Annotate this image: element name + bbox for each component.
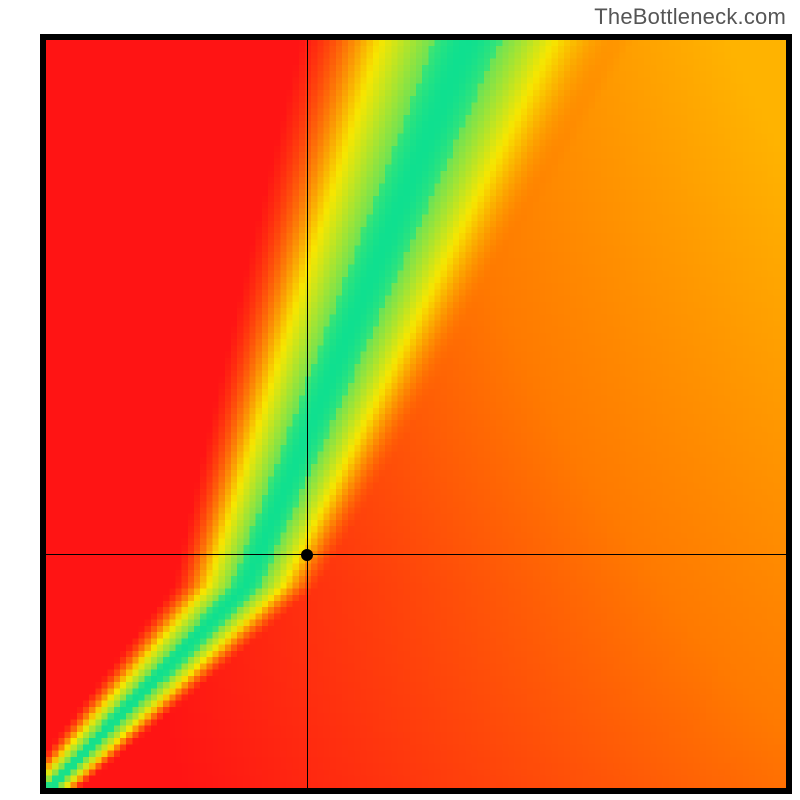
plot-area	[46, 40, 786, 788]
root-container: TheBottleneck.com	[0, 0, 800, 800]
crosshair-vertical	[307, 40, 308, 788]
plot-frame	[40, 34, 792, 794]
attribution-text: TheBottleneck.com	[594, 4, 786, 30]
marker-dot	[301, 549, 313, 561]
heatmap-canvas	[46, 40, 786, 788]
crosshair-horizontal	[46, 554, 786, 555]
